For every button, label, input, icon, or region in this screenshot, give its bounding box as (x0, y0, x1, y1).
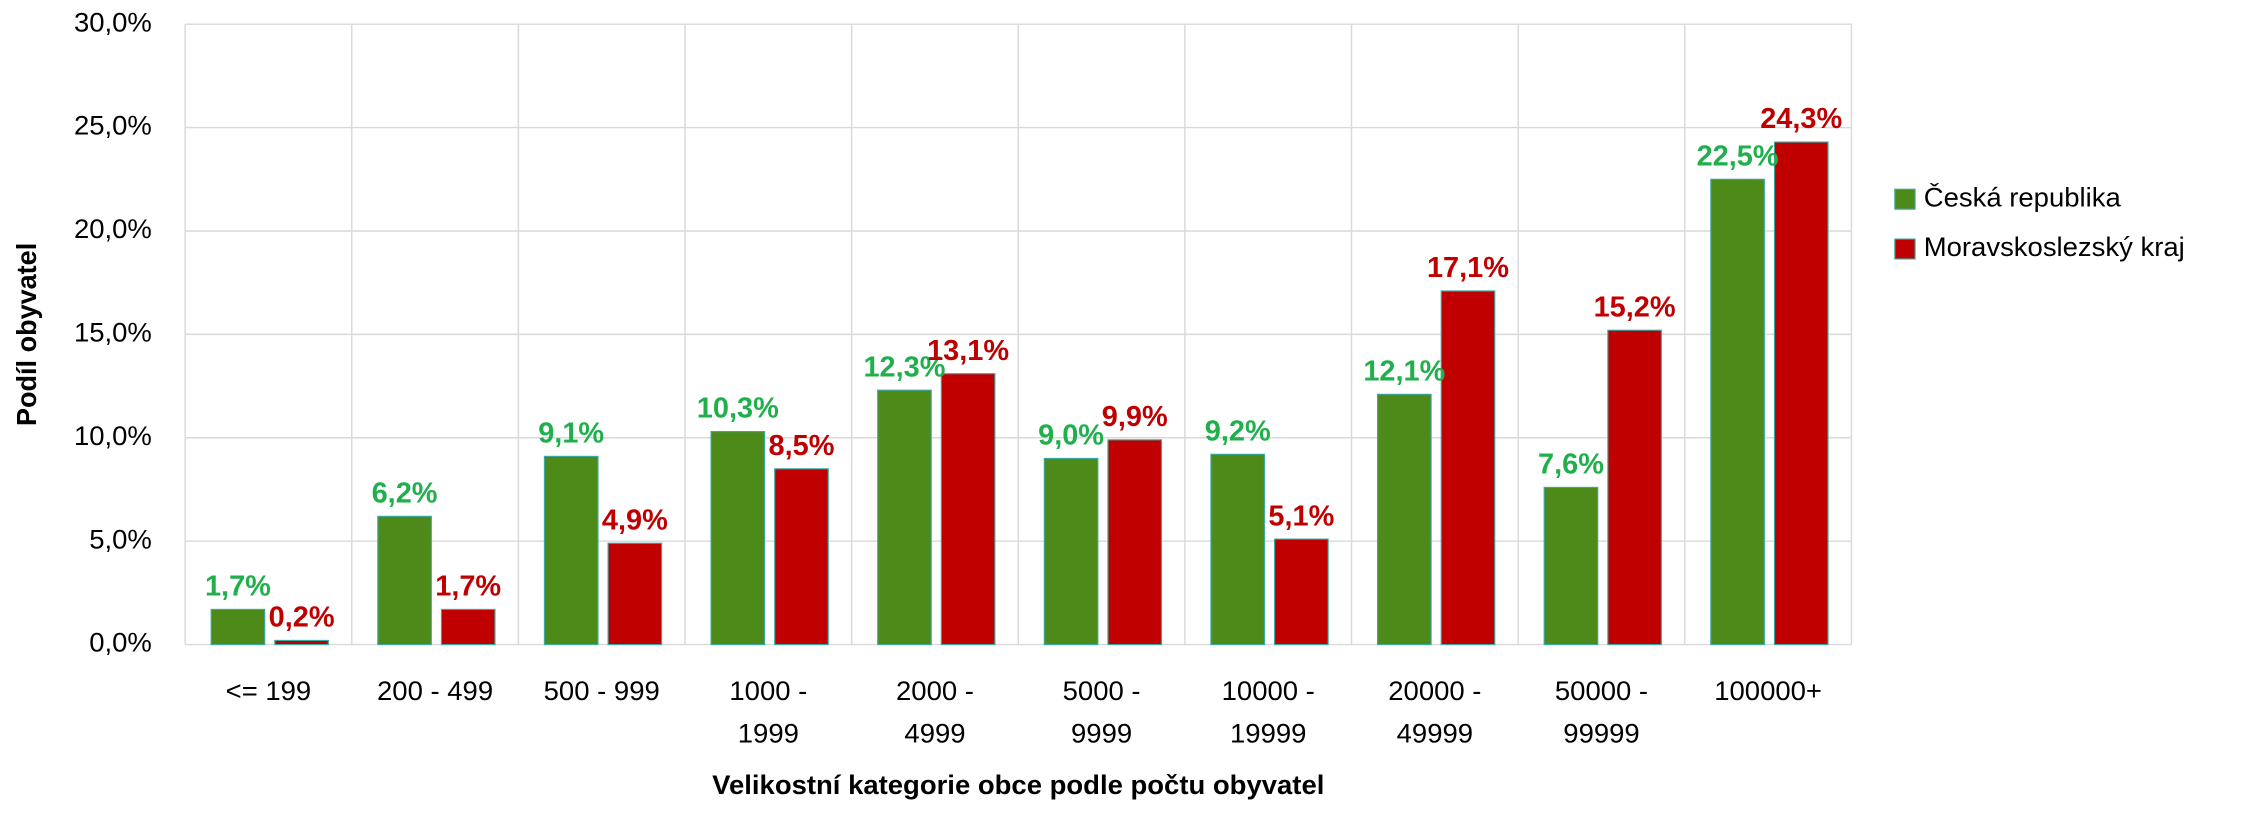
value-label: 9,1% (538, 418, 604, 450)
bar (877, 389, 932, 646)
bar (940, 373, 996, 646)
value-label: 9,9% (1102, 401, 1168, 433)
x-tick-label: 1000 -1999 (729, 675, 807, 748)
legend-label: Moravskoslezský kraj (1924, 231, 2185, 262)
x-tick-label: 5000 -9999 (1063, 675, 1141, 748)
value-label: 10,3% (697, 393, 779, 425)
value-label: 7,6% (1538, 449, 1604, 481)
bar (1773, 141, 1829, 646)
value-label: 0,2% (269, 602, 335, 634)
value-label: 15,2% (1594, 292, 1676, 324)
value-label: 5,1% (1268, 500, 1334, 532)
bar (543, 455, 599, 646)
value-label: 22,5% (1697, 141, 1779, 173)
value-label: 1,7% (435, 571, 501, 603)
y-tick-label: 5,0% (89, 524, 152, 555)
bar (1210, 453, 1266, 646)
bar (377, 515, 432, 646)
legend-label: Česká republika (1924, 182, 2122, 213)
x-tick-label: 10000 -19999 (1222, 675, 1315, 748)
value-label: 17,1% (1427, 252, 1509, 284)
bar (1043, 457, 1099, 646)
bar (1274, 538, 1329, 646)
value-label: 8,5% (769, 430, 835, 462)
value-label: 1,7% (205, 571, 271, 603)
bar (1543, 486, 1599, 646)
value-label: 12,3% (863, 352, 945, 384)
legend-swatch (1894, 188, 1916, 210)
y-tick-label: 15,0% (74, 317, 152, 348)
bar (274, 639, 329, 646)
x-axis-title: Velikostní kategorie obce podle počtu ob… (712, 769, 1324, 800)
bar (1710, 178, 1765, 646)
x-tick-label: 500 - 999 (544, 675, 660, 706)
bar (774, 468, 829, 646)
y-axis-title: Podíl obyvatel (11, 243, 42, 426)
value-label: 12,1% (1363, 356, 1445, 388)
bar (1107, 439, 1163, 646)
x-tick-label: 100000+ (1714, 675, 1822, 706)
value-label: 9,0% (1038, 420, 1104, 452)
bar (710, 430, 766, 646)
bar (607, 542, 663, 646)
bar (1607, 329, 1662, 646)
value-label: 24,3% (1760, 103, 1842, 135)
value-label: 9,2% (1205, 416, 1271, 448)
value-label: 6,2% (372, 478, 438, 510)
y-tick-label: 0,0% (89, 627, 152, 658)
x-tick-label: 20000 -49999 (1388, 675, 1481, 748)
x-tick-label: 2000 -4999 (896, 675, 974, 748)
bar (210, 608, 266, 646)
y-tick-label: 20,0% (74, 213, 152, 244)
bar (1377, 393, 1432, 646)
x-tick-label: <= 199 (226, 675, 312, 706)
x-tick-label: 200 - 499 (377, 675, 493, 706)
x-tick-label: 50000 -99999 (1555, 675, 1648, 748)
legend-swatch (1894, 238, 1916, 260)
y-tick-label: 10,0% (74, 420, 152, 451)
bar (440, 608, 496, 646)
value-label: 13,1% (927, 335, 1009, 367)
value-label: 4,9% (602, 505, 668, 537)
y-tick-label: 25,0% (74, 110, 152, 141)
y-tick-label: 30,0% (74, 7, 152, 38)
bar (1440, 290, 1496, 646)
